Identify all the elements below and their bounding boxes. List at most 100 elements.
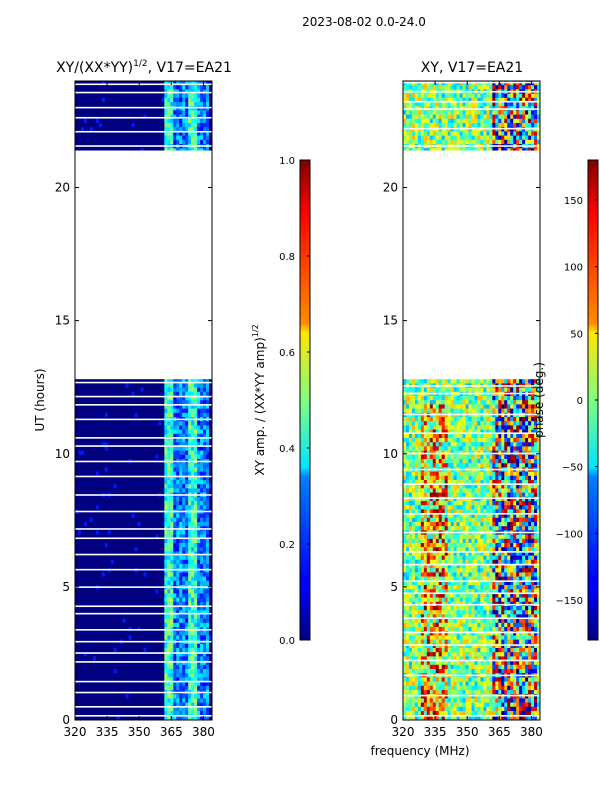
heatmap-cell xyxy=(486,388,489,393)
heatmap-cell xyxy=(403,388,406,393)
heatmap-cell xyxy=(123,110,126,115)
heatmap-cell xyxy=(191,102,194,107)
heatmap-cell xyxy=(93,148,96,150)
heatmap-cell xyxy=(421,404,424,409)
heatmap-cell xyxy=(170,463,173,468)
heatmap-cell xyxy=(412,409,415,414)
heatmap-cell xyxy=(507,396,510,401)
heatmap-cell xyxy=(96,136,99,141)
heatmap-cell xyxy=(90,698,93,703)
heatmap-cell xyxy=(141,631,144,636)
heatmap-cell xyxy=(516,404,519,409)
heatmap-cell xyxy=(203,501,206,506)
heatmap-cell xyxy=(99,619,102,624)
heatmap-cell xyxy=(132,648,135,653)
heatmap-cell xyxy=(185,614,188,619)
heatmap-cell xyxy=(78,631,81,636)
heatmap-cell xyxy=(179,455,182,460)
heatmap-cell xyxy=(141,497,144,502)
heatmap-cell xyxy=(152,140,155,145)
heatmap-cell xyxy=(167,94,170,99)
heatmap-cell xyxy=(194,140,197,145)
heatmap-cell xyxy=(123,148,126,150)
heatmap-cell xyxy=(102,686,105,691)
heatmap-cell xyxy=(433,400,436,405)
heatmap-cell xyxy=(114,388,117,393)
heatmap-cell xyxy=(141,514,144,519)
heatmap-cell xyxy=(185,619,188,624)
heatmap-cell xyxy=(78,614,81,619)
heatmap-cell xyxy=(84,119,87,124)
heatmap-cell xyxy=(93,501,96,506)
heatmap-cell xyxy=(102,673,105,678)
heatmap-cell xyxy=(144,463,147,468)
heatmap-cell xyxy=(149,644,152,649)
heatmap-cell xyxy=(179,451,182,456)
heatmap-cell xyxy=(185,539,188,544)
heatmap-cell xyxy=(188,438,191,443)
heatmap-cell xyxy=(182,148,185,150)
heatmap-cell xyxy=(144,669,147,674)
heatmap-cell xyxy=(424,396,427,401)
heatmap-cell xyxy=(430,388,433,393)
heatmap-cell xyxy=(451,388,454,393)
heatmap-cell xyxy=(185,694,188,699)
heatmap-cell xyxy=(188,123,191,128)
heatmap-cell xyxy=(105,560,108,565)
heatmap-cell xyxy=(170,564,173,569)
heatmap-cell xyxy=(138,409,141,414)
heatmap-cell xyxy=(81,451,84,456)
heatmap-cell xyxy=(200,686,203,691)
heatmap-cell xyxy=(93,530,96,535)
heatmap-cell xyxy=(108,614,111,619)
heatmap-cell xyxy=(81,556,84,561)
heatmap-cell xyxy=(102,656,105,661)
heatmap-cell xyxy=(161,644,164,649)
heatmap-cell xyxy=(78,383,81,388)
heatmap-cell xyxy=(146,619,149,624)
heatmap-cell xyxy=(164,446,167,451)
heatmap-cell xyxy=(81,409,84,414)
heatmap-cell xyxy=(75,392,78,397)
heatmap-cell xyxy=(179,694,182,699)
heatmap-cell xyxy=(460,409,463,414)
heatmap-cell xyxy=(123,388,126,393)
heatmap-cell xyxy=(120,530,123,535)
heatmap-cell xyxy=(78,518,81,523)
heatmap-cell xyxy=(111,656,114,661)
heatmap-cell xyxy=(108,619,111,624)
heatmap-cell xyxy=(146,698,149,703)
heatmap-cell xyxy=(117,413,120,418)
heatmap-cell xyxy=(442,396,445,401)
heatmap-cell xyxy=(108,698,111,703)
heatmap-cell xyxy=(81,136,84,141)
heatmap-cell xyxy=(90,543,93,548)
heatmap-cell xyxy=(138,686,141,691)
heatmap-cell xyxy=(176,480,179,485)
heatmap-cell xyxy=(141,593,144,598)
heatmap-cell xyxy=(129,467,132,472)
heatmap-cell xyxy=(158,392,161,397)
heatmap-cell xyxy=(507,404,510,409)
heatmap-cell xyxy=(146,451,149,456)
heatmap-cell xyxy=(522,396,525,401)
heatmap-cell xyxy=(188,593,191,598)
heatmap-cell xyxy=(415,379,418,384)
heatmap-cell xyxy=(99,581,102,586)
heatmap-cell xyxy=(507,379,510,384)
heatmap-cell xyxy=(194,631,197,636)
heatmap-cell xyxy=(152,409,155,414)
heatmap-cell xyxy=(155,413,158,418)
heatmap-cell xyxy=(117,619,120,624)
heatmap-cell xyxy=(108,501,111,506)
heatmap-cell xyxy=(138,564,141,569)
heatmap-cell xyxy=(406,388,409,393)
heatmap-cell xyxy=(87,564,90,569)
heatmap-cell xyxy=(164,543,167,548)
heatmap-cell xyxy=(191,560,194,565)
heatmap-cell xyxy=(460,396,463,401)
heatmap-cell xyxy=(135,564,138,569)
heatmap-cell xyxy=(117,686,120,691)
heatmap-cell xyxy=(78,560,81,565)
heatmap-cell xyxy=(108,673,111,678)
